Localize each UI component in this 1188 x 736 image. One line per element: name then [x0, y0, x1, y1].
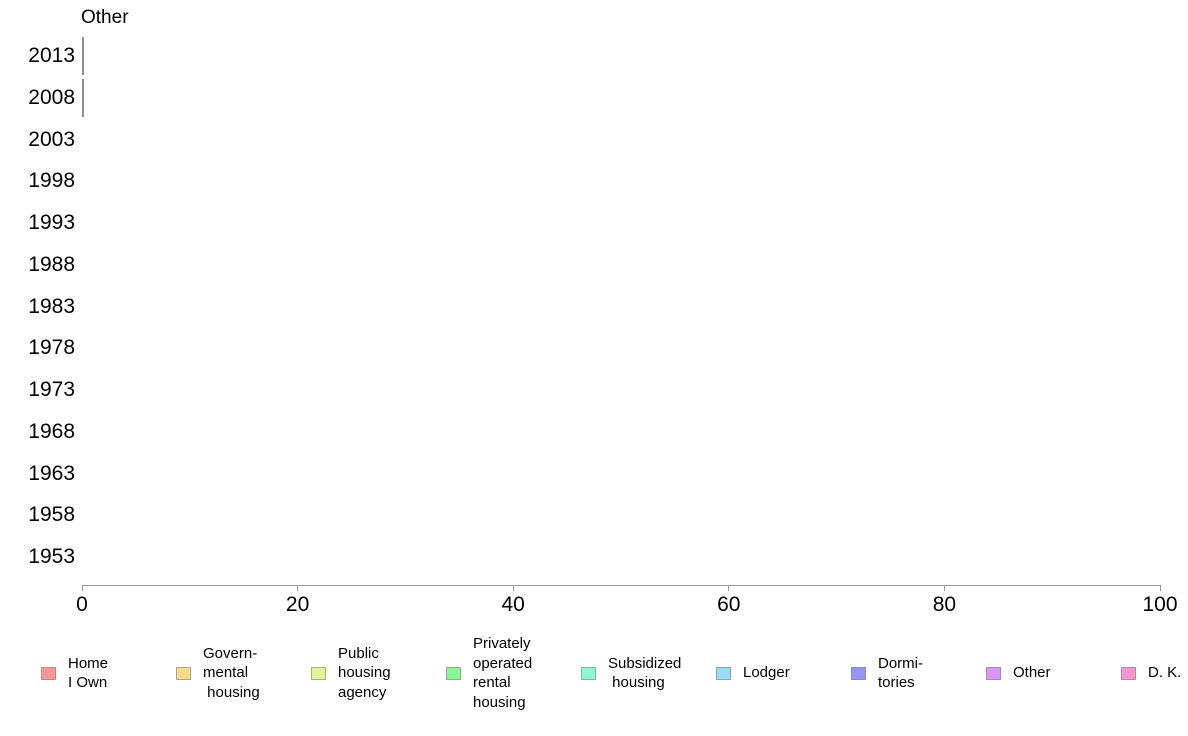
x-axis-tick-label: 80	[932, 593, 957, 616]
y-axis-label: 1988	[28, 252, 75, 276]
legend-item: Govern- mental housing	[165, 628, 260, 718]
x-axis-tick	[297, 585, 299, 591]
legend-swatch	[311, 666, 326, 680]
legend-item: D. K.	[1110, 628, 1181, 718]
legend-swatch	[851, 666, 866, 680]
x-axis-tick-label: 40	[501, 593, 525, 616]
legend-swatch	[1121, 666, 1136, 680]
legend-item: Other	[975, 628, 1051, 718]
legend-item: Privately operated rental housing	[435, 628, 532, 718]
x-axis-tick-label: 100	[1142, 593, 1178, 616]
legend-swatch	[176, 666, 191, 680]
x-axis-tick-label: 60	[717, 593, 741, 616]
legend-label: Dormi- tories	[878, 654, 923, 692]
legend-label: Privately operated rental housing	[473, 635, 533, 711]
legend-item: Home I Own	[30, 628, 108, 718]
y-axis-label: 2008	[28, 85, 75, 109]
bar	[82, 37, 85, 75]
legend-swatch	[986, 666, 1001, 680]
x-axis-tick	[81, 585, 83, 591]
y-axis-label: 2003	[28, 127, 75, 151]
y-axis-label: 2013	[28, 44, 75, 67]
legend-label: D. K.	[1148, 664, 1182, 682]
x-axis-tick	[943, 585, 945, 591]
legend-item: Public housing agency	[300, 628, 391, 718]
legend-label: Public housing agency	[338, 644, 391, 701]
x-axis-tick	[512, 585, 514, 591]
legend-swatch	[446, 666, 461, 680]
y-axis-label: 1993	[28, 211, 75, 234]
legend-swatch	[41, 666, 56, 680]
y-axis-label: 1978	[28, 336, 75, 360]
x-axis-line	[82, 585, 1160, 586]
legend-item: Dormi- tories	[840, 628, 923, 718]
x-axis-tick-label: 0	[76, 593, 88, 616]
y-axis-label: 1958	[28, 503, 75, 527]
y-axis-label: 1998	[28, 169, 75, 193]
legend-swatch	[581, 666, 596, 680]
legend-label: Govern- mental housing	[203, 644, 260, 701]
y-axis-label: 1953	[28, 545, 75, 568]
x-axis-tick	[728, 585, 730, 591]
y-axis-label: 1968	[28, 419, 75, 443]
x-axis-tick-label: 20	[285, 593, 310, 616]
legend-label: Other	[1013, 664, 1051, 682]
legend-label: Lodger	[743, 664, 790, 682]
bar	[82, 78, 85, 117]
chart-title: Other	[81, 7, 129, 28]
legend-item: Subsidized housing	[570, 628, 681, 718]
y-axis-label: 1973	[28, 378, 75, 401]
y-axis-label: 1983	[28, 294, 75, 318]
legend-item: Lodger	[705, 628, 790, 718]
y-axis-label: 1963	[28, 461, 75, 485]
x-axis-tick	[1159, 585, 1161, 591]
legend-label: Subsidized housing	[608, 654, 682, 692]
legend-label: Home I Own	[68, 654, 109, 692]
legend-swatch	[716, 666, 731, 680]
